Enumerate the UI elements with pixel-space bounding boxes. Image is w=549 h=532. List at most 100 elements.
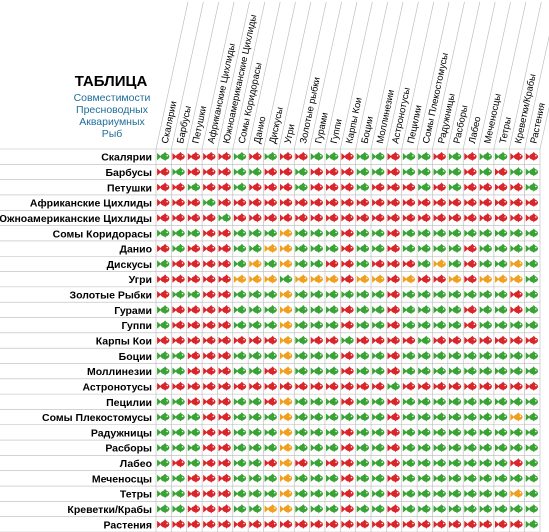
fish-icon — [510, 473, 523, 483]
fish-icon — [264, 167, 277, 177]
fish-icon — [172, 197, 185, 208]
fish-icon — [264, 519, 277, 529]
fish-icon — [172, 412, 185, 422]
fish-icon — [495, 305, 508, 315]
fish-icon — [187, 519, 201, 529]
chart-title: ТАБЛИЦА — [74, 73, 148, 90]
fish-icon — [233, 167, 247, 177]
fish-icon — [249, 259, 262, 269]
fish-icon — [418, 396, 431, 407]
fish-icon — [187, 351, 201, 361]
fish-icon — [510, 228, 523, 238]
fish-icon — [233, 151, 247, 162]
fish-icon — [326, 305, 339, 315]
fish-icon — [218, 320, 231, 330]
fish-icon — [479, 458, 492, 468]
fish-icon — [418, 274, 431, 284]
fish-icon — [203, 412, 216, 422]
fish-icon — [372, 519, 385, 529]
fish-icon — [525, 366, 539, 376]
fish-icon — [172, 320, 185, 330]
fish-icon — [157, 320, 170, 330]
fish-icon — [249, 504, 262, 514]
fish-icon — [402, 305, 416, 315]
fish-icon — [233, 289, 247, 299]
fish-icon — [187, 458, 201, 468]
header-divider — [340, 1, 373, 150]
fish-icon — [326, 458, 339, 468]
fish-icon — [448, 366, 462, 376]
fish-icon — [279, 289, 293, 299]
row-label: Сомы Коридорасы — [53, 228, 152, 240]
fish-icon — [356, 381, 370, 391]
fish-icon — [433, 504, 446, 514]
fish-icon — [218, 427, 231, 437]
fish-icon — [495, 197, 508, 208]
fish-icon — [157, 167, 170, 177]
fish-icon — [203, 488, 216, 499]
header-divider — [493, 1, 527, 150]
fish-icon — [448, 458, 462, 468]
fish-icon — [264, 197, 277, 208]
fish-icon — [402, 182, 416, 192]
fish-icon — [310, 488, 323, 499]
fish-icon — [525, 504, 539, 514]
fish-icon — [264, 427, 277, 437]
row-label: Астронотусы — [82, 381, 152, 393]
fish-icon — [356, 458, 370, 468]
fish-icon — [525, 197, 539, 208]
fish-icon — [479, 473, 492, 483]
fish-icon — [203, 351, 216, 361]
fish-icon — [418, 427, 431, 437]
row-label: Расборы — [105, 443, 152, 455]
fish-icon — [218, 442, 231, 453]
fish-icon — [279, 396, 293, 407]
fish-icon — [172, 151, 185, 162]
fish-icon — [295, 182, 308, 192]
fish-icon — [279, 320, 293, 330]
fish-icon — [448, 442, 462, 453]
fish-icon — [464, 167, 477, 177]
fish-icon — [356, 197, 370, 208]
fish-icon — [279, 427, 293, 437]
fish-icon — [402, 504, 416, 514]
column-label: Тетры — [498, 116, 514, 145]
fish-icon — [203, 228, 216, 238]
fish-icon — [310, 197, 323, 208]
fish-icon — [233, 182, 247, 192]
fish-icon — [418, 519, 431, 529]
fish-icon — [233, 473, 247, 483]
fish-icon — [418, 412, 431, 422]
fish-icon — [218, 488, 231, 499]
fish-icon — [372, 213, 385, 223]
header-divider — [155, 1, 189, 150]
fish-icon — [402, 488, 416, 499]
column-label: Угри — [283, 123, 298, 145]
fish-icon — [495, 442, 508, 453]
fish-icon — [525, 305, 539, 315]
fish-icon — [233, 274, 247, 284]
fish-icon — [203, 274, 216, 284]
row-label: Гуппи — [121, 320, 152, 332]
fish-icon — [326, 366, 339, 376]
header-divider — [355, 1, 388, 150]
row-label: Моллинезии — [87, 366, 152, 378]
fish-icon — [510, 519, 523, 529]
fish-icon — [372, 197, 385, 208]
fish-icon — [264, 274, 277, 284]
fish-icon — [387, 151, 400, 162]
fish-icon — [356, 396, 370, 407]
fish-icon — [295, 289, 308, 299]
fish-icon — [387, 351, 400, 361]
fish-icon — [326, 488, 339, 499]
fish-icon — [157, 442, 170, 453]
fish-icon — [418, 228, 431, 238]
fish-icon — [295, 519, 308, 529]
fish-icon — [464, 519, 477, 529]
fish-icon — [387, 458, 400, 468]
fish-icon — [172, 519, 185, 529]
fish-icon — [295, 396, 308, 407]
fish-icon — [433, 259, 446, 269]
fish-icon — [295, 351, 308, 361]
header-divider — [309, 1, 342, 150]
